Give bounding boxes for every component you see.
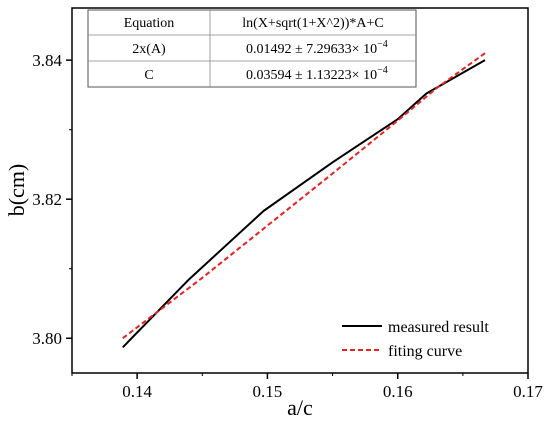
x-axis: 0.14 0.15 0.16 0.17	[71, 373, 543, 401]
fit-table-cell-equation-label: Equation	[124, 16, 175, 31]
fit-table-cell-a-label: 2x(A)	[132, 42, 166, 57]
plot-area	[71, 7, 529, 374]
y-tick-label: 3.82	[32, 190, 62, 209]
fit-table-cell-c-value: 0.03594 ± 1.13223× 10−4	[246, 65, 388, 83]
series-line-measured	[122, 59, 486, 348]
fit-table-cell-c-exponent: −4	[377, 65, 388, 76]
legend-label-measured: measured result	[388, 319, 489, 336]
fit-table-cell-equation: ln(X+sqrt(1+X^2))*A+C	[242, 16, 383, 31]
fit-table-cell-c-label: C	[144, 68, 153, 83]
x-axis-label: a/c	[287, 395, 313, 420]
x-tick-label: 0.16	[383, 382, 413, 401]
fit-table-cell-a-value: 0.01492 ± 7.29633× 10−4	[246, 39, 388, 57]
y-axis-label: b(cm)	[4, 164, 29, 217]
x-tick-label: 0.15	[253, 382, 283, 401]
legend: measured result fiting curve	[342, 319, 489, 360]
fit-table: Equation ln(X+sqrt(1+X^2))*A+C 2x(A) 0.0…	[87, 9, 417, 88]
series-line-fit	[122, 52, 486, 339]
y-axis: 3.80 3.82 3.84	[32, 51, 72, 348]
fit-table-cell-a-mantissa: 0.01492 ± 7.29633× 10	[246, 42, 377, 57]
fit-table-border	[87, 9, 417, 88]
legend-label-fit: fiting curve	[388, 343, 462, 360]
x-tick-label: 0.14	[122, 382, 152, 401]
y-tick-label: 3.84	[32, 51, 62, 70]
x-tick-label: 0.17	[513, 382, 543, 401]
series-layer	[122, 52, 486, 348]
fit-table-cell-a-exponent: −4	[377, 39, 388, 50]
y-tick-label: 3.80	[32, 329, 62, 348]
fit-table-cell-c-mantissa: 0.03594 ± 1.13223× 10	[246, 68, 377, 83]
